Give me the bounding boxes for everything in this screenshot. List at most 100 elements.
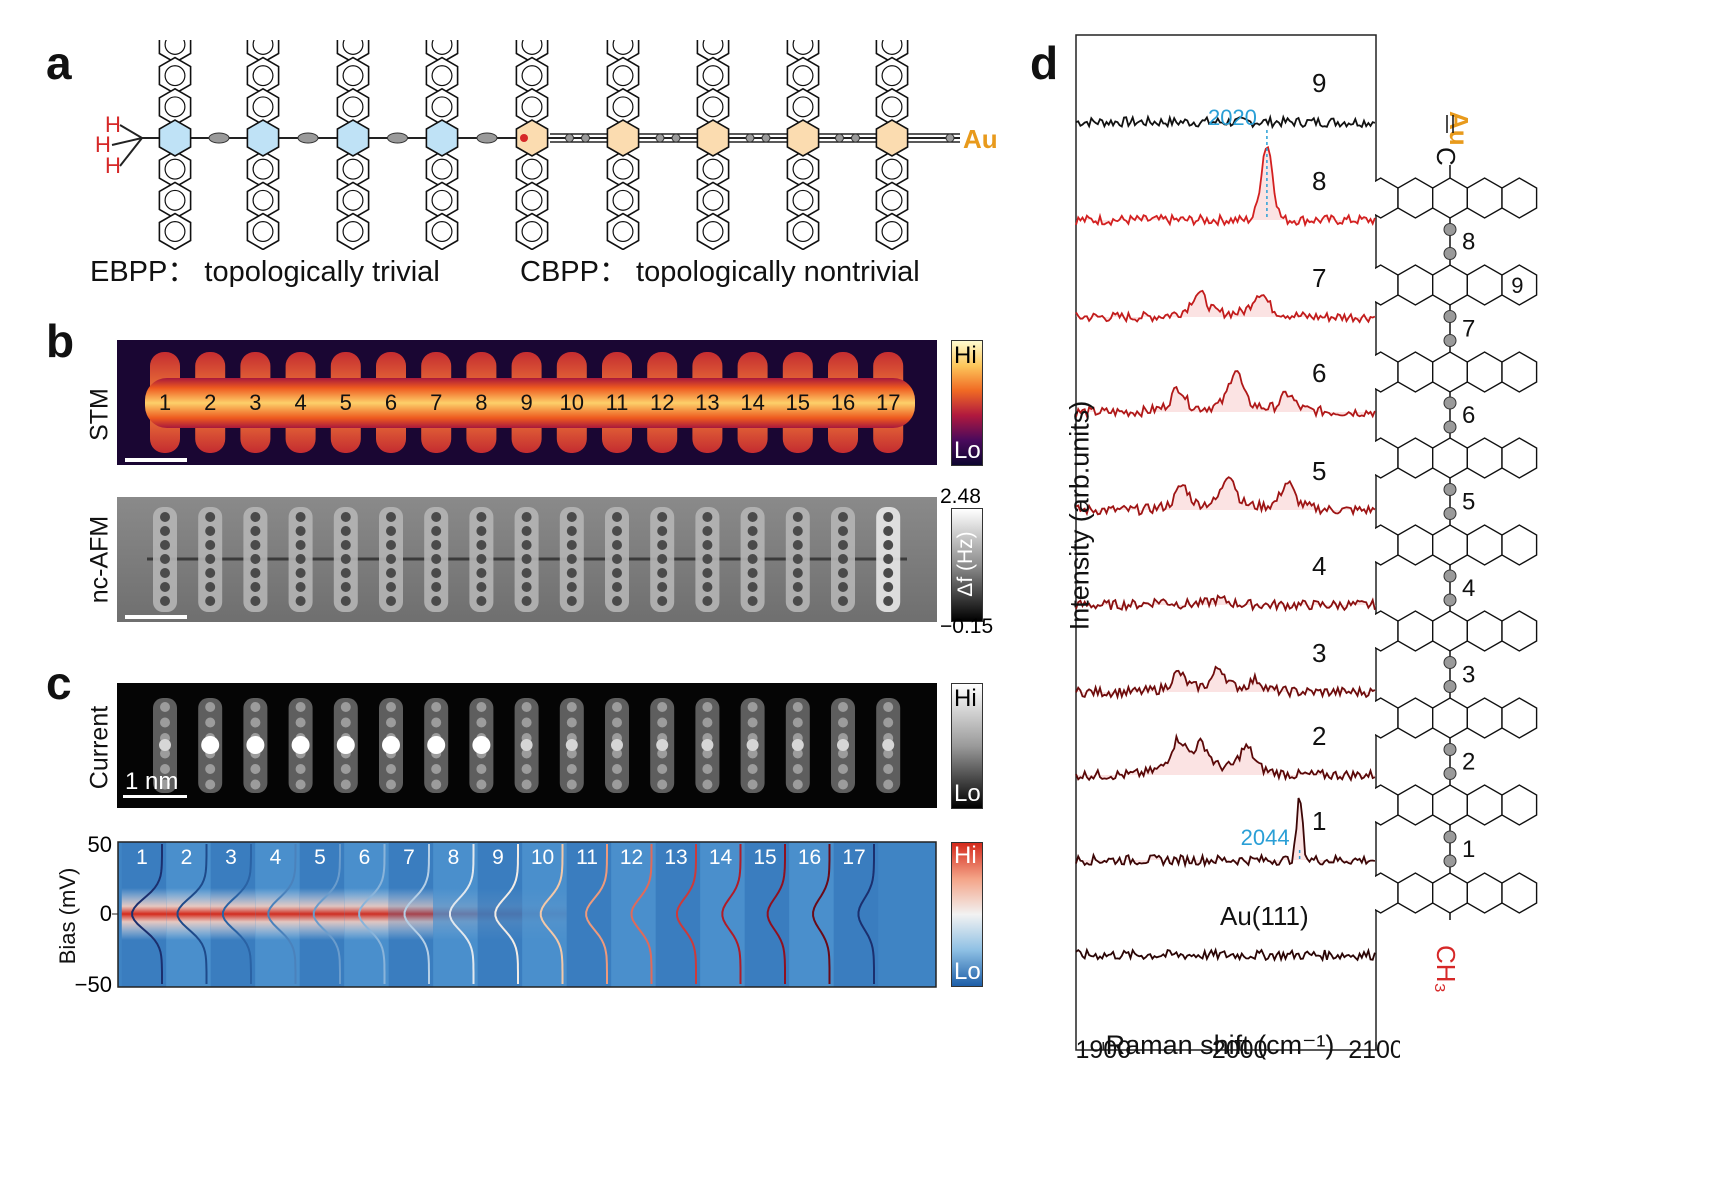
bias-column: [566, 842, 612, 987]
current-ring: [883, 748, 894, 759]
afm-ring: [205, 568, 216, 578]
afm-ring: [476, 554, 487, 564]
afm-ring: [340, 526, 351, 536]
current-ring: [612, 748, 622, 759]
current-ring: [612, 702, 622, 712]
afm-ring: [747, 596, 758, 606]
afm-ring: [702, 554, 713, 564]
current-ring: [295, 779, 306, 790]
dIdV-curve: [131, 844, 163, 984]
current-ring: [340, 717, 351, 728]
spectrum-line: [1075, 733, 1376, 783]
central-ring: [336, 119, 370, 157]
current-center: [472, 736, 491, 754]
bond-atom: [1443, 593, 1457, 607]
current-ring: [566, 748, 577, 759]
benzene-ring: [515, 212, 549, 250]
current-ring: [566, 764, 577, 774]
dIdV-curve: [766, 844, 786, 984]
panel-label-a: a: [46, 37, 72, 89]
afm-ring: [521, 512, 532, 522]
afm-ring: [295, 540, 306, 550]
current-ring: [160, 779, 170, 790]
bias-colorbar-hi: Hi: [954, 842, 977, 869]
afm-ring: [205, 526, 216, 536]
aromatic-circle: [881, 65, 903, 87]
afm-ring: [747, 554, 758, 564]
stm-unit-number: 1: [159, 390, 171, 415]
afm-ring: [160, 582, 170, 592]
aromatic-circle: [342, 65, 364, 87]
afm-ring: [521, 582, 532, 592]
spectrum-label: 7: [1312, 263, 1326, 293]
raman-xtick-label: 1900: [1075, 1036, 1131, 1060]
stm-unit-number: 6: [385, 390, 397, 415]
current-ring: [205, 717, 216, 728]
current-ring: [295, 717, 306, 728]
benzene-ring: [1375, 784, 1399, 826]
aromatic-circle: [164, 96, 186, 118]
scale-bar-label: 1 nm: [125, 768, 178, 795]
stm-unit-number: 9: [520, 390, 532, 415]
current-ring: [521, 702, 532, 712]
afm-colorbar-max: 2.48: [940, 485, 981, 508]
current-ring: [792, 779, 803, 790]
benzene-ring: [1397, 610, 1434, 652]
afm-ring: [566, 568, 577, 578]
bias-column-number: 14: [709, 846, 733, 869]
afm-colorbar-min: −0.15: [940, 615, 994, 638]
aromatic-circle: [521, 189, 543, 211]
spectrum-fill: [1076, 736, 1376, 780]
bias-column-number: 15: [753, 846, 776, 869]
current-center: [611, 739, 623, 751]
bond-number: 2: [1462, 749, 1475, 776]
afm-ring: [386, 568, 396, 578]
afm-ring: [883, 568, 894, 578]
stm-unit-number: 2: [204, 390, 216, 415]
benzene-ring: [1466, 524, 1503, 566]
afm-ring: [612, 582, 622, 592]
scale-bar: [125, 458, 187, 462]
stm-unit-number: 14: [740, 390, 764, 415]
spectrum-label: 4: [1312, 551, 1326, 581]
peak-annotation: 2020: [1208, 105, 1257, 130]
spectrum-fill: [1076, 798, 1376, 865]
aromatic-circle: [431, 40, 453, 55]
aromatic-circle: [164, 221, 186, 243]
current-center: [701, 739, 714, 751]
aromatic-circle: [164, 40, 186, 55]
aromatic-circle: [431, 158, 453, 180]
current-ring: [792, 702, 803, 712]
afm-ring: [702, 596, 713, 606]
hydrogen-label: H: [95, 132, 111, 157]
bond-atom: [835, 133, 844, 143]
afm-ring: [702, 526, 713, 536]
benzene-ring: [1375, 351, 1399, 393]
afm-ring: [431, 582, 442, 592]
benzene-ring: [1466, 784, 1503, 826]
current-ring: [883, 779, 894, 790]
benzene-ring: [1432, 524, 1469, 566]
current-ring: [160, 702, 170, 712]
stm-colorbar-hi: Hi: [954, 342, 977, 369]
current-ring: [340, 779, 351, 790]
central-ring: [515, 119, 549, 157]
dIdV-curve: [267, 844, 297, 984]
bias-ylabel: Bias (mV): [55, 867, 80, 965]
current-ring: [386, 764, 396, 774]
ebpp-cbpp-structure: H H H Au: [95, 40, 998, 250]
afm-ring: [792, 568, 803, 578]
bias-zero-peak: [255, 888, 300, 940]
scale-bar: [123, 795, 187, 798]
afm-ring: [340, 568, 351, 578]
stm-unit-number: 17: [876, 390, 900, 415]
benzene-ring: [1397, 872, 1434, 914]
afm-ring: [340, 582, 351, 592]
afm-ring: [431, 554, 442, 564]
benzene-ring: [1397, 177, 1434, 219]
afm-ring: [657, 596, 668, 606]
afm-ring: [386, 554, 396, 564]
afm-ring: [521, 540, 532, 550]
bias-zero-peak: [121, 888, 167, 940]
spectrum-line: [1075, 947, 1376, 963]
